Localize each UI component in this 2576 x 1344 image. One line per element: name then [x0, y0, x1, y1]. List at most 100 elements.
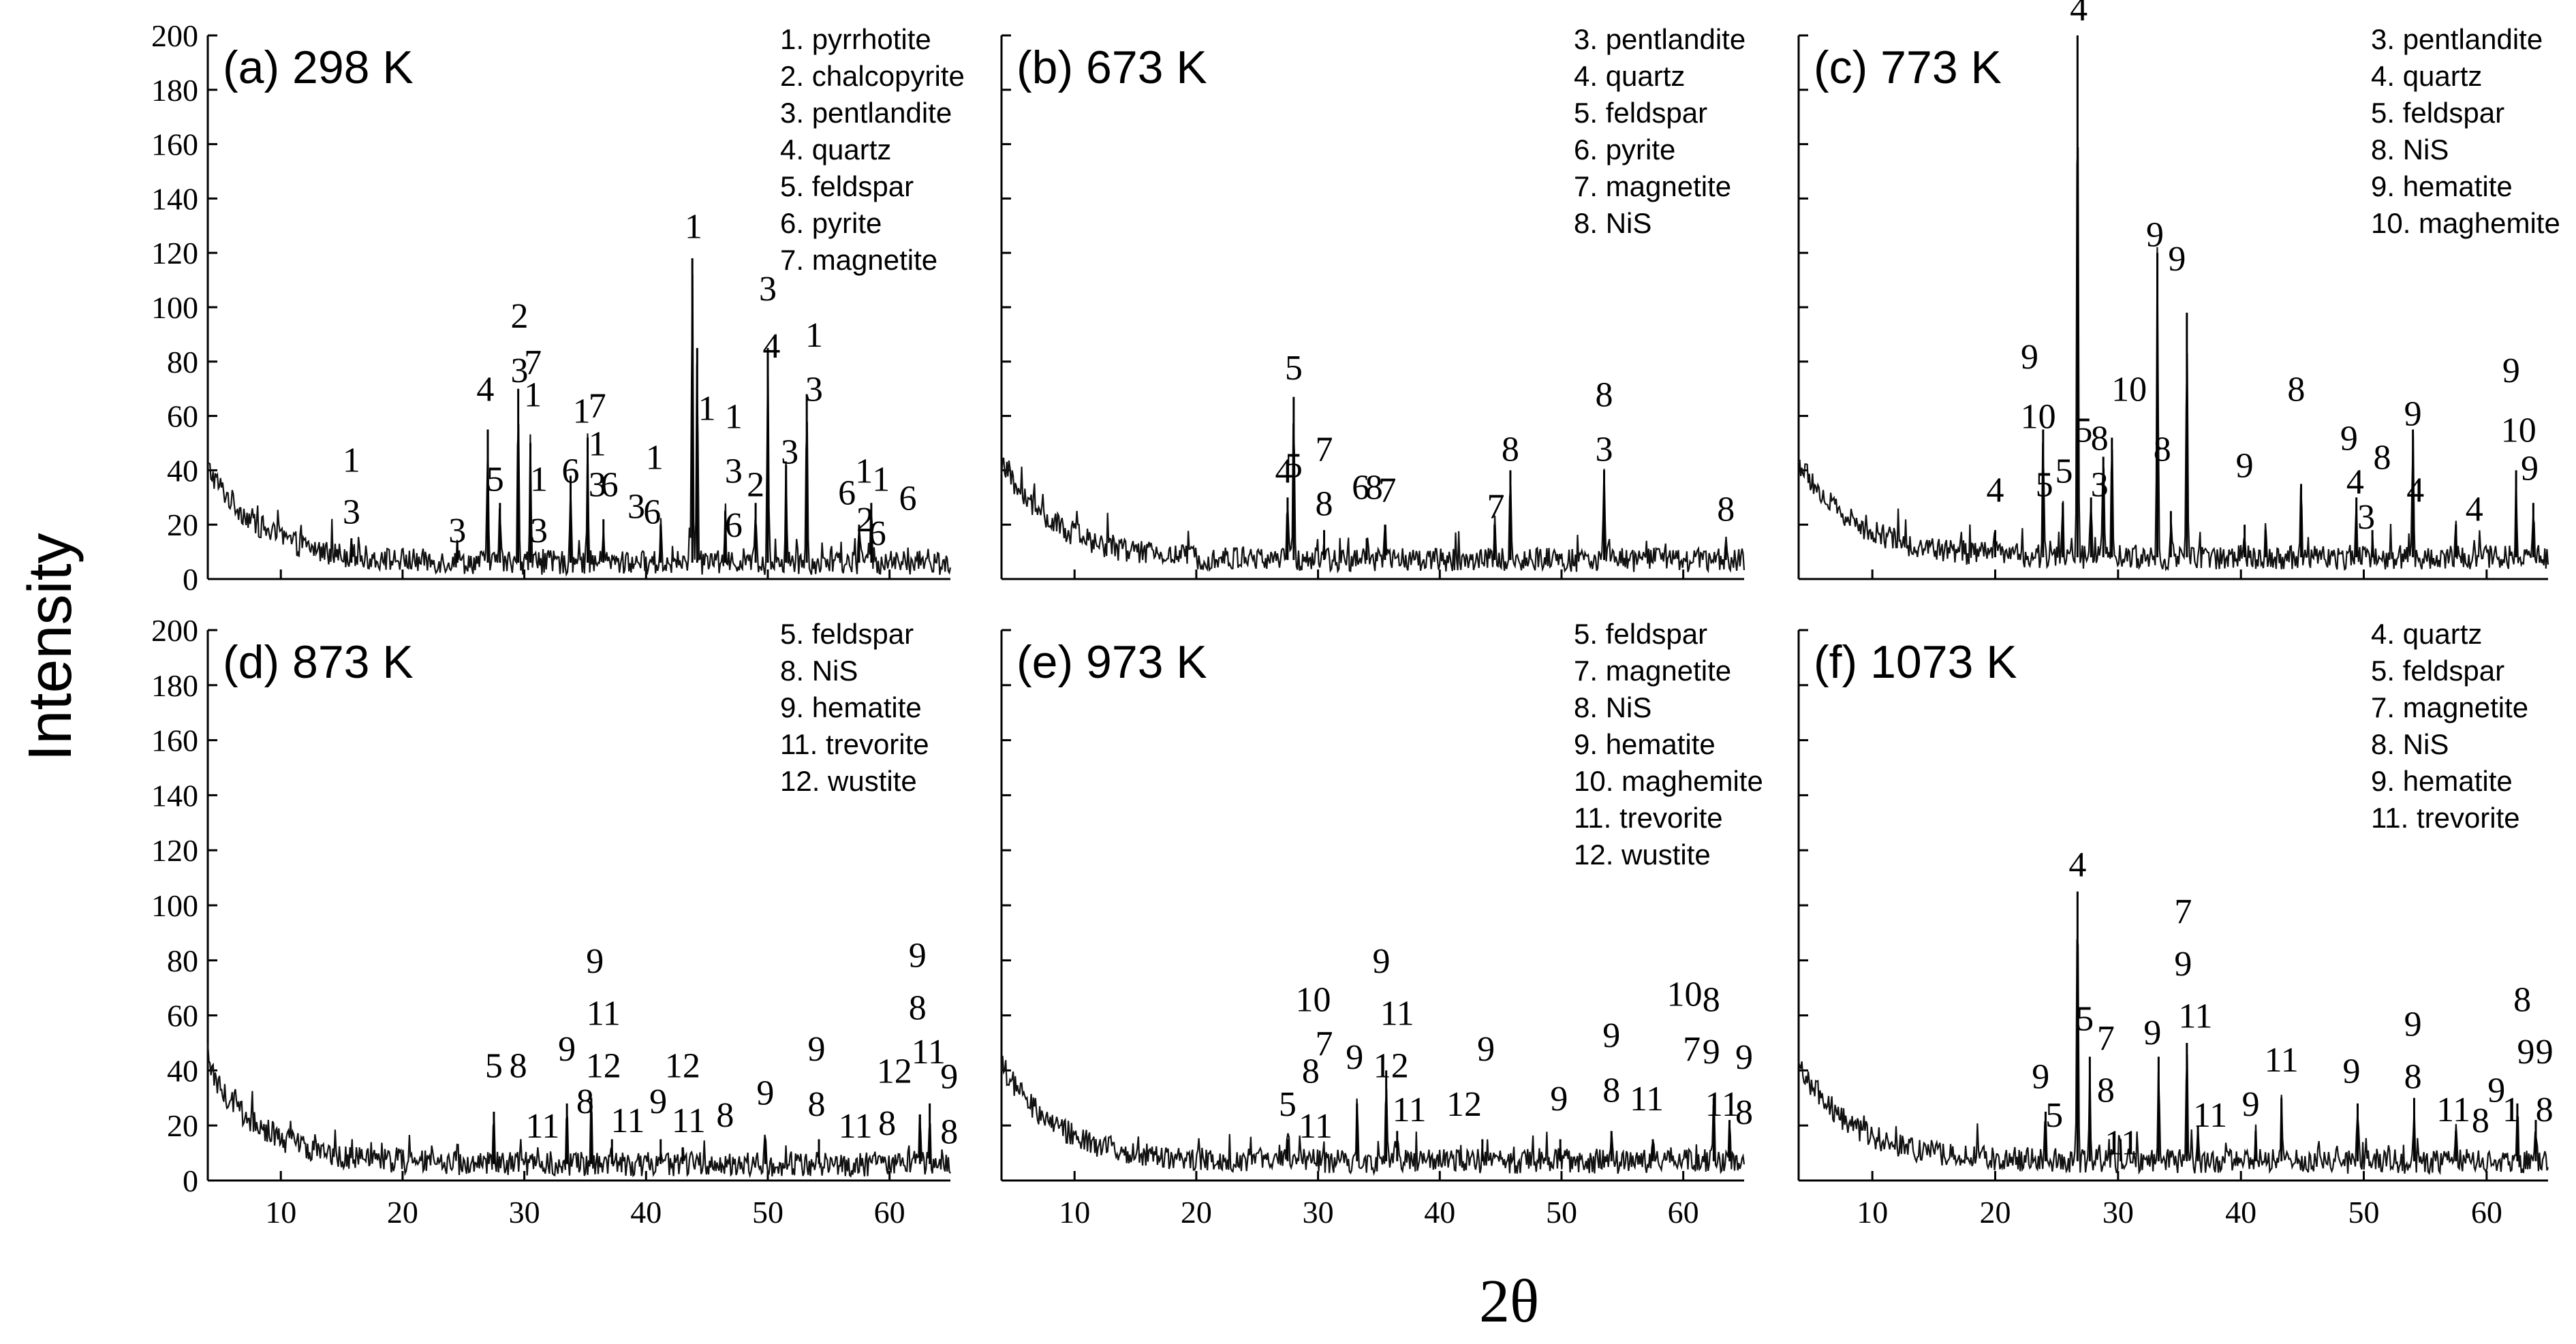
- x-tick-label: 60: [874, 1195, 905, 1230]
- peak-annotation: 5: [2036, 465, 2053, 504]
- peak-annotation: 5: [2045, 1096, 2063, 1135]
- y-tick-label: 60: [167, 999, 198, 1033]
- peak-annotation: 5: [485, 1046, 503, 1085]
- peak-annotation: 9: [2174, 945, 2192, 984]
- peak-annotation: 8: [576, 1082, 594, 1121]
- peak-annotation: 9: [2487, 1072, 2505, 1110]
- peak-annotation: 11: [2193, 1096, 2227, 1135]
- peak-annotation: 8: [2404, 1057, 2422, 1096]
- peak-annotation: 4: [2346, 463, 2364, 501]
- peak-annotation: 1: [573, 392, 591, 431]
- panel-label: (c) 773 K: [1814, 42, 2002, 93]
- peak-annotation: 3: [343, 493, 360, 531]
- panel-0: 0 20 40 60 80 100 120 140 160 180 200 (a) 298 K 1. p…: [151, 18, 965, 597]
- peak-annotation: 9: [586, 942, 604, 981]
- peak-annotation: 11: [1393, 1091, 1427, 1129]
- peak-annotation: 1: [530, 460, 548, 499]
- panel-label: (a) 298 K: [223, 42, 414, 93]
- peak-annotation: 12: [877, 1052, 912, 1091]
- peak-annotation: 11: [1630, 1080, 1664, 1119]
- peak-annotation: 9: [2404, 1005, 2422, 1044]
- peak-annotation: 4: [2406, 471, 2424, 510]
- peak-annotation: 10: [2111, 371, 2147, 409]
- peak-annotation: 5: [486, 460, 504, 499]
- peak-annotation: 6: [1352, 468, 1369, 507]
- peak-annotation: 8: [1735, 1093, 1753, 1132]
- peak-annotation: 7: [2174, 892, 2192, 931]
- peak-annotation: 9: [558, 1030, 576, 1069]
- peak-annotation: 11: [2178, 997, 2212, 1036]
- peak-annotation: 11: [1705, 1085, 1739, 1124]
- xrd-trace: [1797, 939, 2549, 1176]
- x-tick-label: 20: [1181, 1195, 1212, 1230]
- legend-entry: 5. feldspar: [1574, 618, 1707, 650]
- legend-entry: 3. pentlandite: [2371, 23, 2543, 55]
- y-tick-label: 0: [183, 562, 198, 597]
- peak-annotation: 9: [2340, 420, 2358, 458]
- peak-annotation: 9: [2143, 1014, 2161, 1052]
- legend-entry: 9. hematite: [2371, 765, 2513, 797]
- x-tick-label: 50: [752, 1195, 783, 1230]
- legend-entry: 4. quartz: [1574, 60, 1685, 92]
- legend-entry: 5. feldspar: [2371, 97, 2504, 129]
- peak-annotation: 2: [510, 297, 528, 336]
- peak-annotation: 8: [1302, 1052, 1320, 1091]
- peak-annotation: 9: [2517, 1033, 2535, 1072]
- peak-annotation: 7: [1316, 430, 1333, 469]
- y-tick-label: 180: [151, 73, 198, 108]
- peak-annotation: 11: [2436, 1091, 2470, 1129]
- legend-entry: 9. hematite: [1574, 728, 1716, 760]
- legend-entry: 11. trevorite: [2371, 802, 2520, 834]
- peak-annotation: 3: [805, 371, 823, 409]
- legend-entry: 5. feldspar: [780, 170, 914, 202]
- peak-annotation: 10: [2021, 398, 2056, 437]
- peak-annotation: 8: [1602, 1072, 1620, 1110]
- peak-annotation: 1: [698, 390, 716, 428]
- peak-annotation: 5: [2075, 411, 2092, 450]
- peak-annotation: 3: [759, 270, 777, 309]
- peak-annotation: 2: [856, 501, 874, 540]
- peak-annotation: 5: [1285, 349, 1303, 388]
- peak-annotation: 10: [1295, 980, 1331, 1019]
- peak-annotation: 3: [448, 512, 466, 550]
- peak-annotation: 6: [601, 465, 619, 504]
- peak-annotation: 9: [1477, 1030, 1495, 1069]
- panel-label: (b) 673 K: [1017, 42, 1207, 93]
- peak-annotation: 6: [561, 452, 579, 490]
- peak-annotation: 2: [747, 465, 764, 504]
- x-tick-label: 60: [1668, 1195, 1699, 1230]
- peak-annotation: 5: [2076, 1000, 2094, 1039]
- peak-annotation: 9: [2032, 1057, 2049, 1096]
- peak-annotation: 7: [1683, 1030, 1701, 1069]
- legend-entry: 9. hematite: [780, 691, 922, 723]
- legend-entry: 5. feldspar: [2371, 655, 2504, 687]
- peak-annotation: 11: [1299, 1107, 1333, 1146]
- peak-annotation: 6: [869, 514, 886, 553]
- peak-annotation: 8: [1717, 490, 1735, 529]
- peak-annotation: 11: [912, 1033, 946, 1072]
- legend-entry: 3. pentlandite: [1574, 23, 1745, 55]
- x-tick-label: 40: [1424, 1195, 1455, 1230]
- peak-annotation: 8: [909, 988, 927, 1027]
- legend-entry: 5. feldspar: [1574, 97, 1707, 129]
- y-axis-title: Intensity: [16, 533, 84, 761]
- y-tick-label: 160: [151, 723, 198, 758]
- peak-annotation: 8: [1703, 980, 1720, 1019]
- y-tick-label: 40: [167, 1053, 198, 1088]
- peak-annotation: 8: [2154, 430, 2171, 469]
- peak-annotation: 3: [627, 487, 645, 526]
- x-tick-label: 30: [1303, 1195, 1334, 1230]
- peak-annotation: 11: [672, 1101, 706, 1140]
- y-tick-label: 80: [167, 345, 198, 379]
- panel-4: 10 20 30 40 50 60 (e) 973 K 5. feldspar 7. magne…: [1000, 618, 1763, 1230]
- peak-annotation: 1: [343, 441, 360, 480]
- peak-annotation: 12: [665, 1046, 700, 1085]
- peak-annotation: 9: [1735, 1038, 1753, 1077]
- legend-entry: 4. quartz: [2371, 60, 2482, 92]
- x-tick-label: 20: [387, 1195, 418, 1230]
- peak-annotation: 11: [587, 995, 621, 1033]
- y-tick-label: 100: [151, 290, 198, 325]
- panel-label: (f) 1073 K: [1814, 636, 2017, 688]
- legend-entry: 10. maghemite: [2371, 207, 2560, 239]
